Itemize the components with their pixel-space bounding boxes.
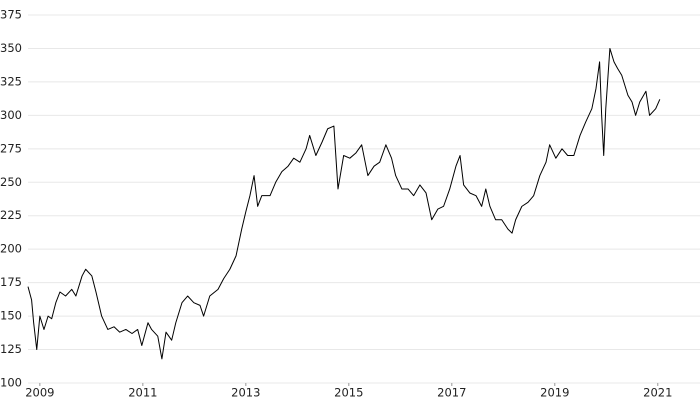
y-tick-label: 250 (0, 175, 22, 189)
y-tick-label: 225 (0, 208, 22, 222)
x-tick-label: 2017 (437, 386, 466, 400)
y-tick-label: 175 (0, 275, 22, 289)
y-tick-label: 275 (0, 141, 22, 155)
y-tick-label: 125 (0, 342, 22, 356)
y-tick-label: 325 (0, 74, 22, 88)
y-tick-label: 100 (0, 376, 22, 390)
price-line (27, 47, 661, 360)
x-tick-label: 2019 (540, 386, 569, 400)
x-tick-label: 2021 (643, 386, 672, 400)
y-tick-label: 150 (0, 309, 22, 323)
y-tick-label: 300 (0, 108, 22, 122)
y-tick-label: 375 (0, 8, 22, 22)
x-tick-label: 2011 (128, 386, 157, 400)
x-tick-label: 2015 (334, 386, 363, 400)
y-tick-label: 350 (0, 41, 22, 55)
x-tick-label: 2009 (25, 386, 54, 400)
y-tick-label: 200 (0, 242, 22, 256)
x-tick-label: 2013 (231, 386, 260, 400)
